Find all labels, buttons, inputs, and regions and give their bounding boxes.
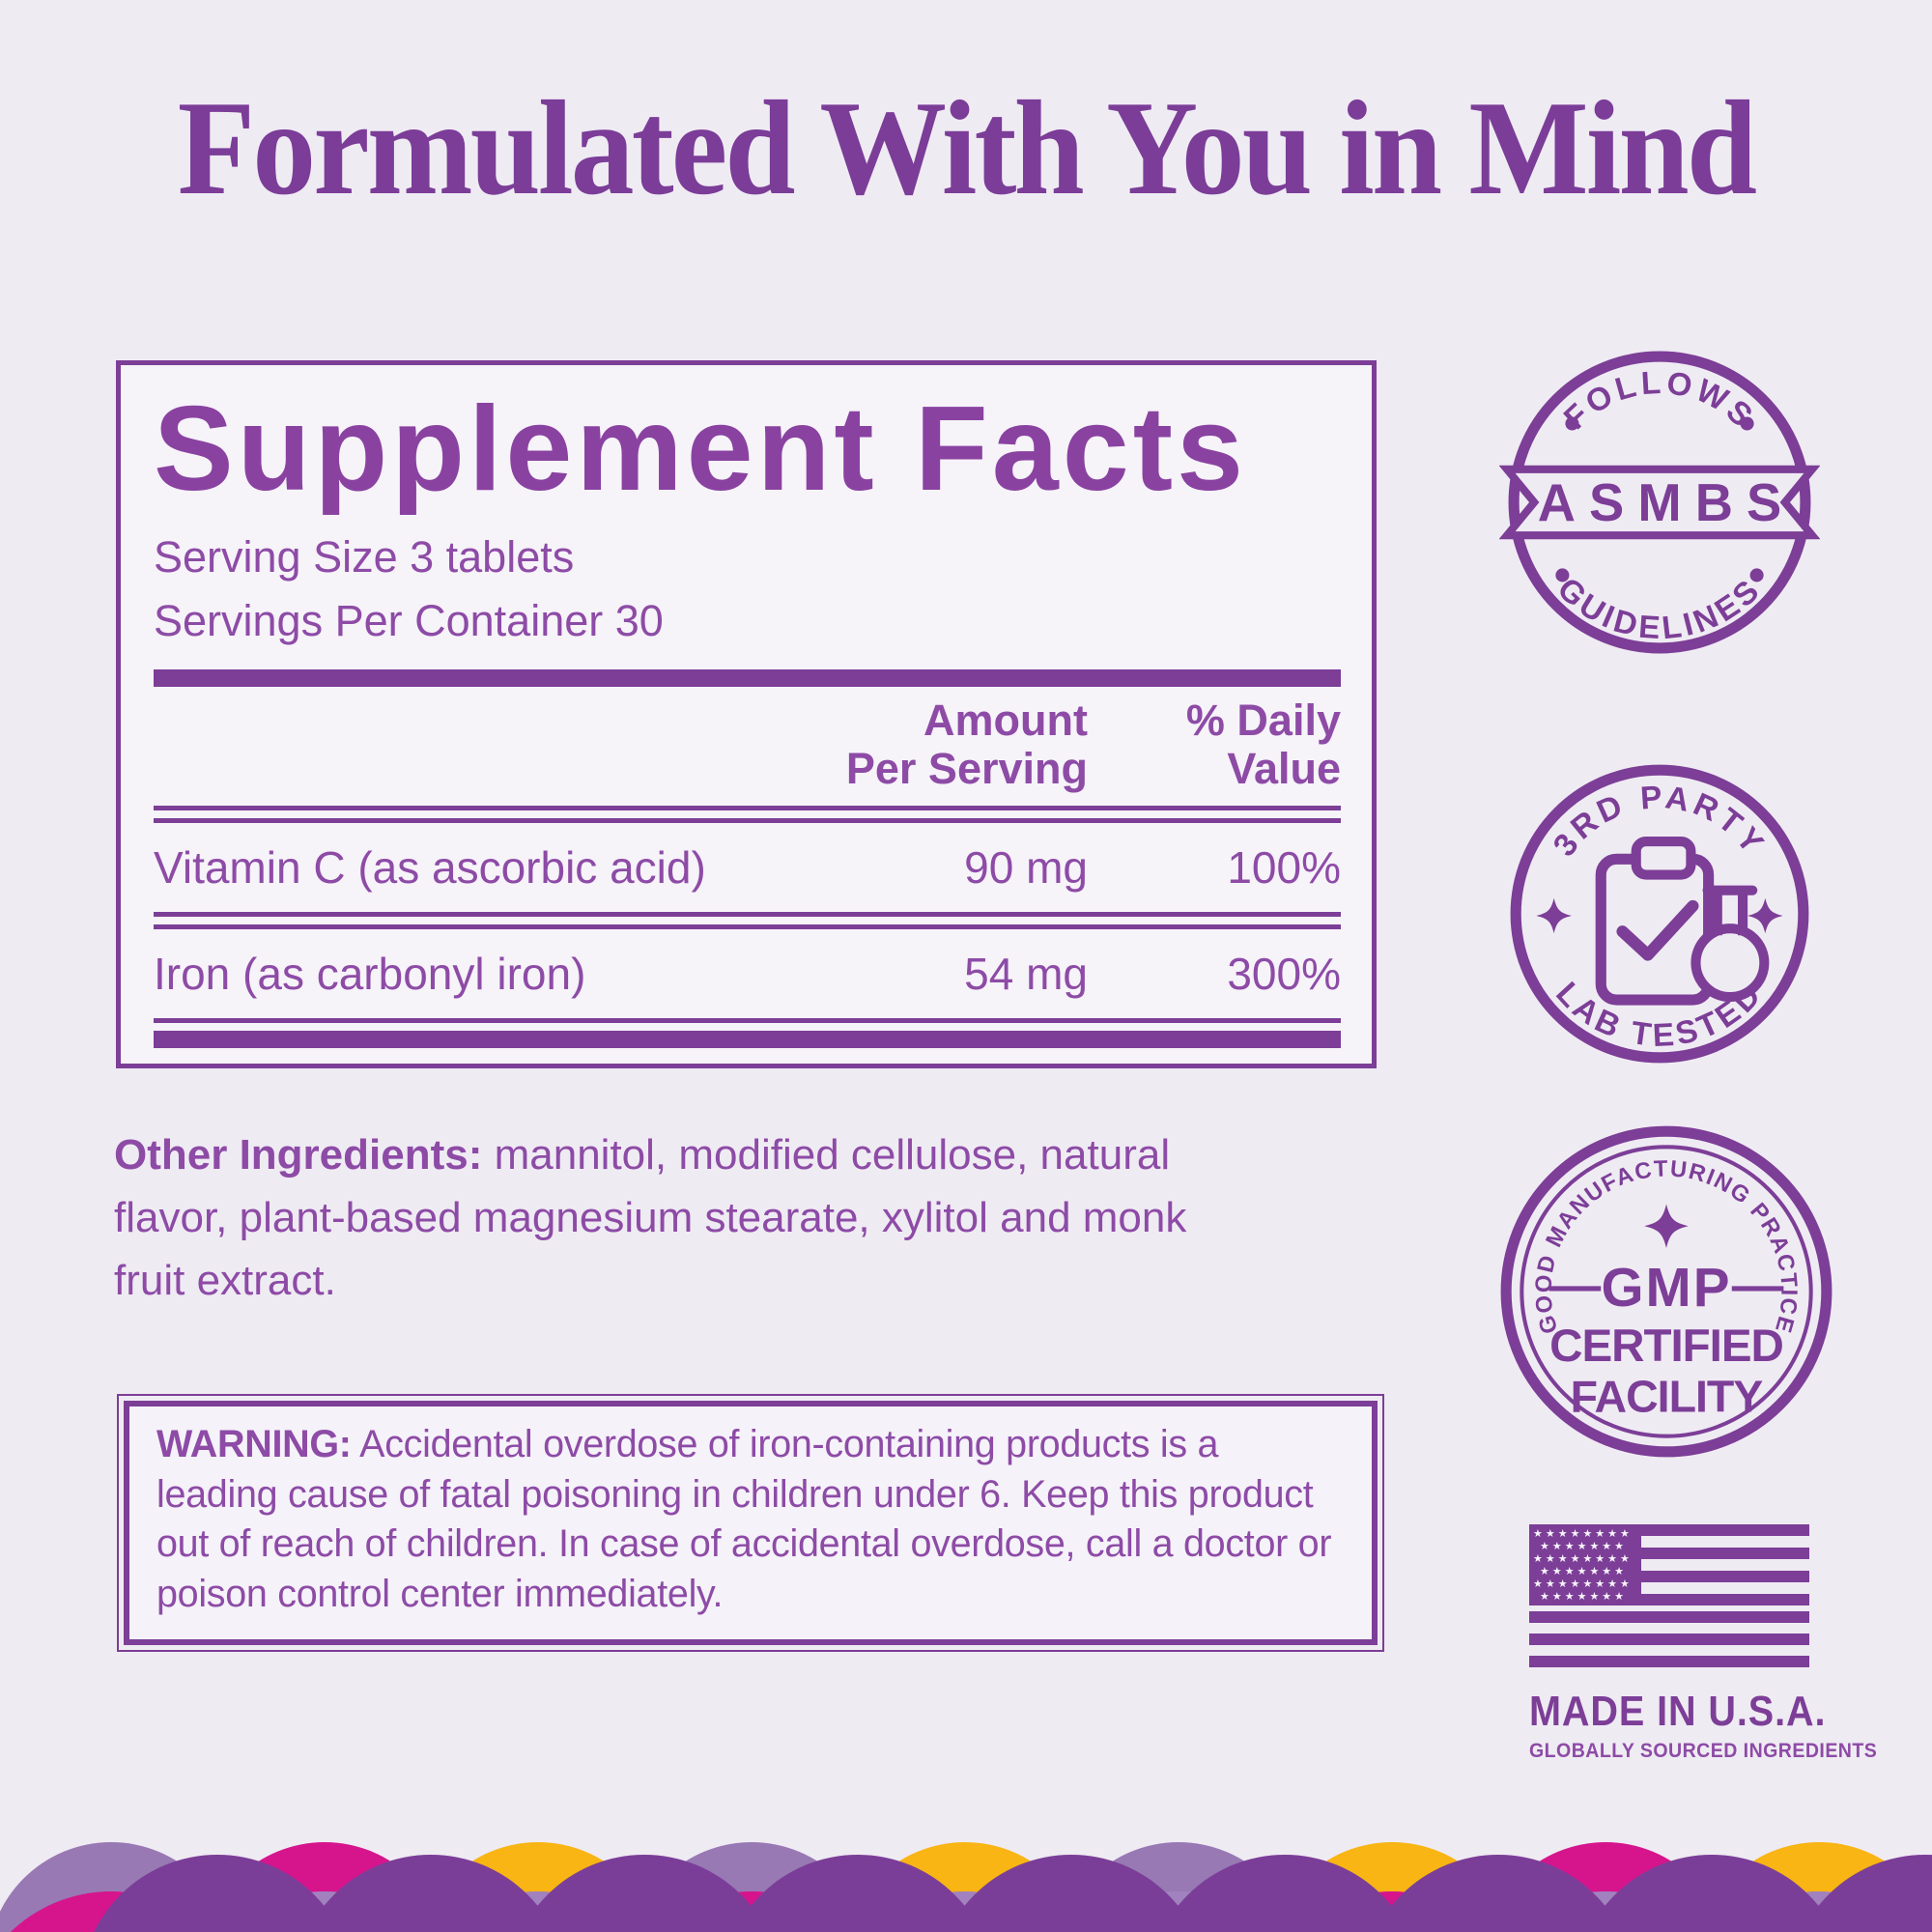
daily-value-header: % Daily Value — [1185, 695, 1341, 794]
gmp-facility: FACILITY — [1571, 1371, 1764, 1421]
ribbon-banner — [1499, 465, 1820, 540]
clipboard-check-flask-icon — [1595, 837, 1770, 1006]
nutrient-amount: 54 mg — [964, 948, 1088, 999]
sparkle-icon — [1536, 897, 1572, 934]
made-in-usa-block: ★★★★★★★★ ★★★★★★★ ★★★★★★★★ ★★★★★★★ ★★★★★★★★ ★★… — [1529, 1524, 1878, 1763]
badge-inner-ring — [1520, 1145, 1813, 1438]
table-row: Vitamin C (as ascorbic acid) 90 mg 100% — [154, 823, 1341, 912]
flag-star-row: ★★★★★★★★ — [1533, 1528, 1633, 1540]
flag-star-row: ★★★★★★★ — [1540, 1566, 1627, 1577]
other-ingredients: Other Ingredients: mannitol, modified ce… — [114, 1123, 1268, 1312]
thick-divider-bottom — [154, 1030, 1341, 1048]
flag-star-row: ★★★★★★★★ — [1533, 1578, 1633, 1590]
sparkle-icon — [1644, 1204, 1689, 1248]
flag-star-row: ★★★★★★★ — [1540, 1541, 1627, 1552]
thick-divider — [154, 668, 1341, 687]
amount-header: Amount Per Serving — [845, 695, 1088, 794]
page-title: Formulated With You in Mind — [177, 73, 1757, 223]
sparkle-icon — [1747, 897, 1783, 934]
other-ingredients-label: Other Ingredients: — [114, 1131, 483, 1179]
usa-flag-icon: ★★★★★★★★★★★★★★★★★★★★★★★★★★★★★★★★★★★★★★★★… — [1529, 1524, 1809, 1667]
dot — [1740, 416, 1754, 431]
serving-size: Serving Size 3 tablets — [154, 532, 575, 582]
other-ingredients-text: mannitol, modified cellulose, natural fl… — [114, 1131, 1187, 1305]
nutrient-amount: 90 mg — [964, 841, 1088, 893]
asmbs-bottom-label: GUIDELINES — [1550, 571, 1765, 646]
supplement-facts-panel: Supplement Facts Serving Size 3 tablets … — [116, 360, 1377, 1068]
scallop-wave-decoration — [0, 1789, 1932, 1932]
badge-outer-ring — [1500, 1125, 1833, 1458]
badge-ring — [1510, 764, 1809, 1064]
double-divider — [154, 911, 1341, 929]
thin-divider — [154, 1017, 1341, 1023]
nutrient-name: Iron (as carbonyl iron) — [154, 948, 586, 999]
made-in-usa-title: MADE IN U.S.A. — [1529, 1688, 1827, 1735]
nutrient-daily-value: 300% — [1227, 948, 1341, 999]
gmp-certified: CERTIFIED — [1549, 1321, 1783, 1372]
serving-info: Serving Size 3 tablets Servings Per Cont… — [154, 526, 1341, 652]
servings-per-container: Servings Per Container 30 — [154, 595, 664, 645]
badge-ring — [1508, 351, 1811, 654]
made-in-usa-subtitle: GLOBALLY SOURCED INGREDIENTS — [1529, 1740, 1878, 1762]
dot — [1749, 568, 1764, 582]
nutrient-name: Vitamin C (as ascorbic acid) — [154, 841, 706, 893]
facts-table-header: Amount Per Serving % Daily Value — [154, 687, 1341, 806]
table-row: Iron (as carbonyl iron) 54 mg 300% — [154, 929, 1341, 1018]
gmp-badge: GOOD MANUFACTURING PRACTICE GMP CERTIFIE… — [1500, 1125, 1833, 1458]
gmp-title: GMP — [1601, 1258, 1731, 1319]
flag-star-row: ★★★★★★★ — [1540, 1591, 1627, 1603]
supplement-facts-heading: Supplement Facts — [154, 383, 1247, 516]
warning-label: WARNING: — [156, 1423, 352, 1465]
flag-star-row: ★★★★★★★★ — [1533, 1553, 1633, 1565]
dot — [1555, 568, 1570, 582]
asmbs-badge: FOLLOWS GUIDELINES ASMBS — [1499, 351, 1820, 654]
asmbs-center-label: ASMBS — [1538, 473, 1796, 532]
nutrient-daily-value: 100% — [1227, 841, 1341, 893]
warning-text: Accidental overdose of iron-containing p… — [156, 1423, 1332, 1616]
svg-text:GUIDELINES: GUIDELINES — [1550, 571, 1769, 646]
dot — [1565, 416, 1579, 431]
warning-box: WARNING: Accidental overdose of iron-con… — [117, 1394, 1384, 1652]
double-divider — [154, 805, 1341, 823]
lab-tested-badge: 3RD PARTY LAB TESTED — [1510, 764, 1809, 1064]
